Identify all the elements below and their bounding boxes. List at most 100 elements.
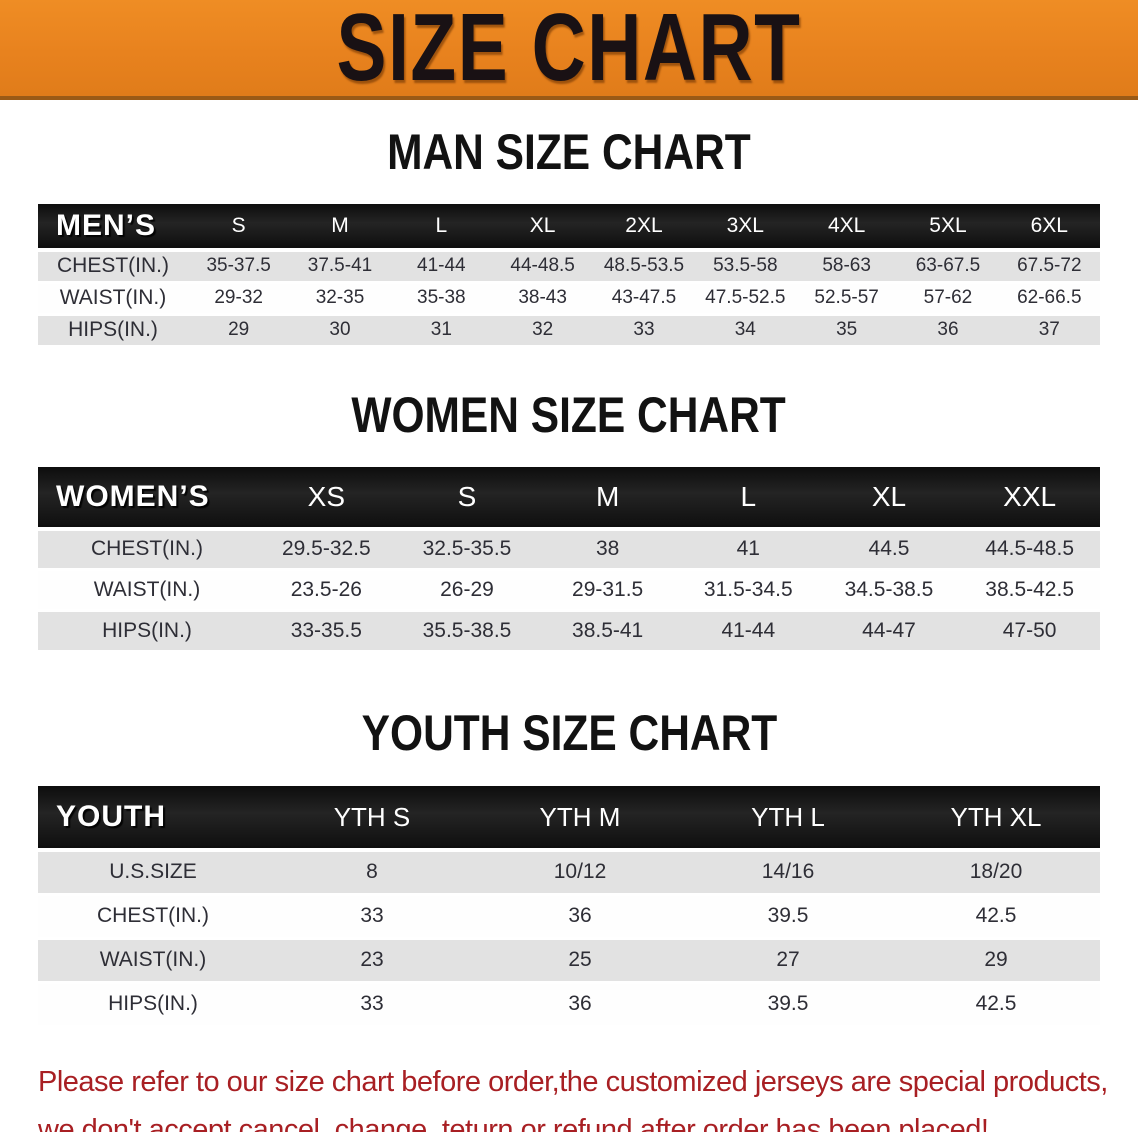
youth-table-title-cell: YOUTH bbox=[56, 800, 166, 833]
size-value-cell: 38 bbox=[595, 537, 620, 561]
youth-col-header: YTH S bbox=[333, 801, 411, 832]
disclaimer-line-1: Please refer to our size chart before or… bbox=[38, 1065, 1108, 1098]
size-value-cell: 33 bbox=[360, 904, 384, 927]
size-value-cell: 43-47.5 bbox=[611, 287, 677, 308]
size-value-cell: 39.5 bbox=[767, 992, 809, 1015]
youth-ussize-row: U.S.SIZE 8 10/12 14/16 18/20 bbox=[38, 850, 1100, 894]
men-table-title-cell: MEN’S bbox=[56, 209, 157, 242]
women-table-header-row: WOMEN’S XS S M L XL XXL bbox=[38, 466, 1100, 529]
size-value-cell: 31.5-34.5 bbox=[703, 578, 793, 601]
men-col-header: 5XL bbox=[929, 214, 967, 237]
size-value-cell: 29-32 bbox=[214, 287, 263, 308]
size-value-cell: 25 bbox=[568, 948, 592, 971]
size-value-cell: 57-62 bbox=[923, 287, 973, 308]
size-value-cell: 37.5-41 bbox=[307, 255, 373, 277]
women-col-header: XXL bbox=[1003, 480, 1057, 512]
row-label: CHEST(IN.) bbox=[97, 904, 209, 927]
banner: SIZE CHART bbox=[0, 0, 1138, 100]
size-value-cell: 48.5-53.5 bbox=[603, 255, 685, 277]
youth-section: YOUTH SIZE CHART YOUTH YTH S YTH M YTH L… bbox=[0, 653, 1138, 1028]
size-value-cell: 35-38 bbox=[417, 287, 466, 308]
row-label: CHEST(IN.) bbox=[57, 254, 169, 278]
size-value-cell: 32-35 bbox=[315, 287, 365, 308]
disclaimer-footnote: Please refer to our size chart before or… bbox=[38, 1058, 1138, 1132]
size-value-cell: 26-29 bbox=[440, 578, 494, 601]
size-value-cell: 47.5-52.5 bbox=[705, 287, 786, 308]
size-value-cell: 52.5-57 bbox=[814, 287, 879, 308]
size-value-cell: 23.5-26 bbox=[290, 578, 362, 601]
youth-col-header: YTH M bbox=[539, 801, 621, 832]
size-value-cell: 37 bbox=[1038, 319, 1060, 340]
youth-col-header: YTH XL bbox=[950, 801, 1042, 832]
women-col-header: S bbox=[457, 480, 477, 512]
size-value-cell: 29-31.5 bbox=[572, 578, 644, 601]
women-col-header: M bbox=[595, 480, 620, 512]
men-section-heading: MAN SIZE CHART bbox=[0, 100, 1138, 204]
women-section-heading-text: WOMEN SIZE CHART bbox=[351, 386, 787, 443]
size-value-cell: 42.5 bbox=[975, 992, 1017, 1015]
size-value-cell: 67.5-72 bbox=[1017, 255, 1082, 277]
row-label: CHEST(IN.) bbox=[91, 537, 203, 561]
size-value-cell: 63-67.5 bbox=[915, 255, 981, 277]
women-section-heading: WOMEN SIZE CHART bbox=[0, 348, 1138, 467]
size-value-cell: 8 bbox=[366, 860, 378, 884]
men-col-header: M bbox=[331, 214, 349, 237]
size-value-cell: 41-44 bbox=[417, 255, 466, 277]
men-col-header: 2XL bbox=[625, 214, 663, 237]
men-chest-row: CHEST(IN.) 35-37.5 37.5-41 41-44 44-48.5… bbox=[38, 250, 1100, 282]
size-value-cell: 35 bbox=[836, 319, 858, 340]
men-col-header: 3XL bbox=[726, 214, 764, 237]
men-size-table: MEN’S S M L XL 2XL 3XL 4XL 5XL 6XL CHEST… bbox=[38, 204, 1100, 348]
size-value-cell: 62-66.5 bbox=[1017, 287, 1082, 308]
size-value-cell: 30 bbox=[329, 319, 351, 340]
women-size-table: WOMEN’S XS S M L XL XXL CHEST(IN.) 29.5-… bbox=[38, 466, 1100, 653]
size-value-cell: 32 bbox=[532, 319, 554, 340]
size-value-cell: 18/20 bbox=[969, 860, 1023, 884]
women-hips-row: HIPS(IN.) 33-35.5 35.5-38.5 38.5-41 41-4… bbox=[38, 610, 1100, 652]
size-value-cell: 32.5-35.5 bbox=[422, 537, 512, 561]
size-value-cell: 38.5-42.5 bbox=[985, 578, 1075, 601]
row-label: WAIST(IN.) bbox=[93, 578, 201, 601]
size-value-cell: 33 bbox=[360, 992, 384, 1015]
size-value-cell: 41 bbox=[736, 537, 760, 561]
size-value-cell: 36 bbox=[937, 319, 959, 340]
size-value-cell: 14/16 bbox=[761, 860, 815, 884]
size-value-cell: 58-63 bbox=[822, 255, 871, 277]
youth-waist-row: WAIST(IN.) 23 25 27 29 bbox=[38, 938, 1100, 982]
size-value-cell: 36 bbox=[568, 992, 592, 1015]
youth-table-header-row: YOUTH YTH S YTH M YTH L YTH XL bbox=[38, 786, 1100, 850]
size-value-cell: 44.5 bbox=[868, 537, 910, 561]
size-value-cell: 33-35.5 bbox=[290, 619, 362, 642]
size-value-cell: 10/12 bbox=[553, 860, 607, 884]
men-col-header: S bbox=[231, 214, 246, 237]
size-value-cell: 29.5-32.5 bbox=[281, 537, 371, 561]
women-col-header: L bbox=[740, 480, 757, 512]
men-col-header: 4XL bbox=[827, 214, 866, 237]
row-label: HIPS(IN.) bbox=[102, 619, 192, 642]
youth-chest-row: CHEST(IN.) 33 36 39.5 42.5 bbox=[38, 894, 1100, 938]
women-section: WOMEN SIZE CHART WOMEN’S XS S M L XL XXL… bbox=[0, 348, 1138, 653]
size-value-cell: 34 bbox=[734, 319, 756, 340]
youth-section-heading-text: YOUTH SIZE CHART bbox=[361, 705, 777, 761]
size-value-cell: 35.5-38.5 bbox=[422, 619, 512, 642]
size-value-cell: 42.5 bbox=[975, 904, 1017, 927]
men-table-header-row: MEN’S S M L XL 2XL 3XL 4XL 5XL 6XL bbox=[38, 204, 1100, 250]
row-label: HIPS(IN.) bbox=[68, 318, 158, 341]
men-section: MAN SIZE CHART MEN’S S M L XL 2XL 3XL 4X… bbox=[0, 100, 1138, 348]
men-hips-row: HIPS(IN.) 29 30 31 32 33 34 35 36 37 bbox=[38, 314, 1100, 346]
size-value-cell: 44-48.5 bbox=[510, 255, 575, 277]
women-table-title-cell: WOMEN’S bbox=[56, 479, 210, 513]
size-value-cell: 39.5 bbox=[767, 904, 809, 927]
banner-title: SIZE CHART bbox=[336, 0, 802, 101]
men-col-header: L bbox=[435, 214, 448, 237]
youth-section-heading: YOUTH SIZE CHART bbox=[0, 653, 1138, 786]
men-section-heading-text: MAN SIZE CHART bbox=[387, 124, 751, 180]
men-waist-row: WAIST(IN.) 29-32 32-35 35-38 38-43 43-47… bbox=[38, 282, 1100, 314]
size-value-cell: 41-44 bbox=[721, 619, 776, 642]
row-label: HIPS(IN.) bbox=[108, 992, 198, 1015]
row-label: U.S.SIZE bbox=[109, 860, 197, 884]
size-value-cell: 47-50 bbox=[1002, 619, 1057, 642]
youth-col-header: YTH L bbox=[751, 801, 825, 832]
size-value-cell: 34.5-38.5 bbox=[844, 578, 934, 601]
